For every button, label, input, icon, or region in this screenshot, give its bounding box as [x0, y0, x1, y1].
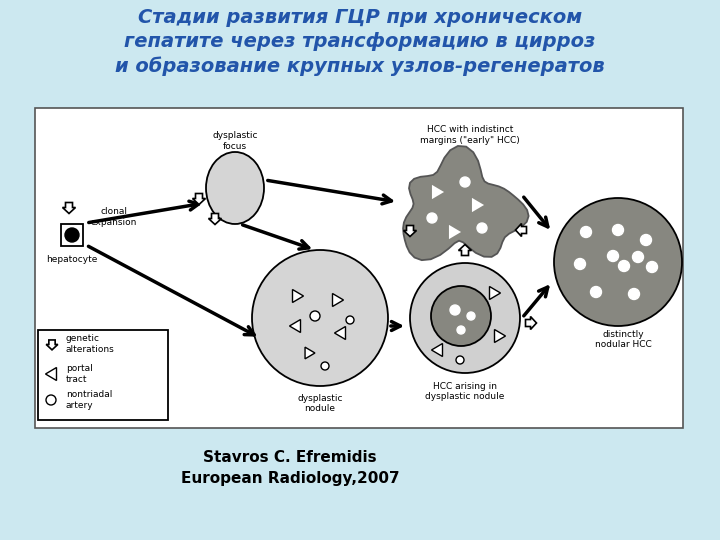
Circle shape [46, 395, 56, 405]
Bar [61, 224, 83, 246]
Circle shape [460, 177, 470, 187]
Text: dysplastic
nodule: dysplastic nodule [297, 394, 343, 414]
Circle shape [321, 362, 329, 370]
Polygon shape [516, 224, 526, 237]
Polygon shape [335, 327, 346, 340]
Polygon shape [432, 185, 444, 199]
Polygon shape [403, 146, 528, 260]
Text: HCC with indistinct
margins ("early" HCC): HCC with indistinct margins ("early" HCC… [420, 125, 520, 145]
Circle shape [575, 259, 585, 269]
Polygon shape [45, 368, 56, 381]
Text: Stavros C. Efremidis
European Radiology,2007: Stavros C. Efremidis European Radiology,… [181, 450, 400, 486]
Circle shape [467, 312, 475, 320]
Ellipse shape [206, 152, 264, 224]
Circle shape [641, 234, 652, 246]
Circle shape [65, 228, 79, 242]
Polygon shape [292, 289, 304, 302]
Polygon shape [46, 340, 58, 350]
Polygon shape [472, 198, 484, 212]
Polygon shape [403, 226, 416, 237]
Circle shape [456, 356, 464, 364]
Polygon shape [526, 316, 536, 329]
Circle shape [410, 263, 520, 373]
Circle shape [310, 311, 320, 321]
Circle shape [427, 213, 437, 223]
Circle shape [629, 288, 639, 300]
Circle shape [618, 260, 629, 272]
Circle shape [431, 286, 491, 346]
Text: HCC arising in
dysplastic nodule: HCC arising in dysplastic nodule [426, 382, 505, 401]
Text: distinctly
nodular HCC: distinctly nodular HCC [595, 330, 652, 349]
Polygon shape [305, 347, 315, 359]
Circle shape [346, 316, 354, 324]
Circle shape [477, 223, 487, 233]
Bar [38, 330, 168, 420]
Bar [35, 108, 683, 428]
Circle shape [613, 225, 624, 235]
Circle shape [580, 226, 592, 238]
Text: Стадии развития ГЦР при хроническом
гепатите через трансформацию в цирроз
и обра: Стадии развития ГЦР при хроническом гепа… [115, 8, 605, 76]
Polygon shape [449, 225, 461, 239]
Text: hepatocyte: hepatocyte [46, 255, 98, 264]
Polygon shape [490, 287, 500, 300]
Text: dysplastic
focus: dysplastic focus [212, 131, 258, 151]
Circle shape [554, 198, 682, 326]
Circle shape [590, 287, 601, 298]
Polygon shape [192, 193, 205, 205]
Circle shape [450, 305, 460, 315]
Circle shape [608, 251, 618, 261]
Text: clonal
expansion: clonal expansion [91, 207, 138, 227]
Circle shape [632, 252, 644, 262]
Polygon shape [459, 245, 472, 255]
Text: genetic
alterations: genetic alterations [66, 334, 114, 354]
Polygon shape [289, 320, 300, 333]
Text: nontriadal
artery: nontriadal artery [66, 390, 112, 410]
Circle shape [457, 326, 465, 334]
Polygon shape [495, 329, 505, 342]
Polygon shape [333, 294, 343, 307]
Polygon shape [431, 343, 443, 356]
Circle shape [647, 261, 657, 273]
Text: portal
tract: portal tract [66, 364, 93, 384]
Polygon shape [209, 213, 222, 225]
Circle shape [252, 250, 388, 386]
Polygon shape [63, 202, 76, 213]
